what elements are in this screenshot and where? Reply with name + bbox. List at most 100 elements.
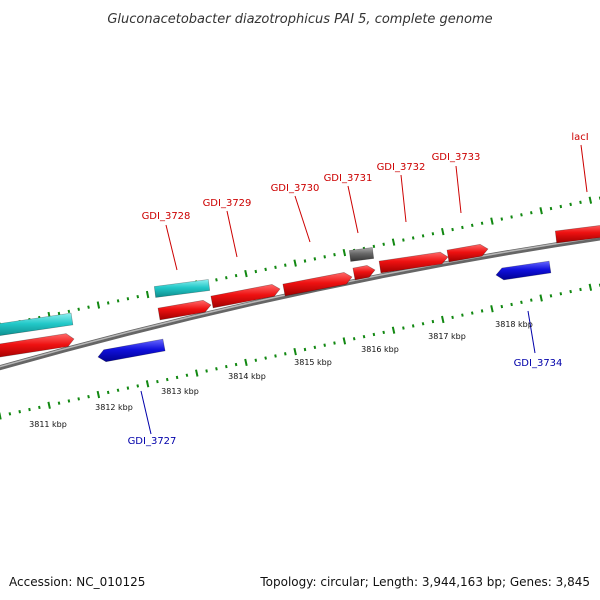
minor-tick	[57, 311, 61, 316]
major-tick	[244, 269, 248, 278]
minor-tick	[303, 259, 307, 263]
minor-tick	[156, 379, 159, 384]
minor-tick	[431, 232, 435, 236]
forward-cds-gene	[554, 225, 600, 244]
minor-tick	[480, 221, 484, 225]
minor-tick	[402, 326, 405, 330]
minor-tick	[431, 319, 435, 324]
minor-tick	[57, 401, 61, 405]
major-tick	[539, 294, 543, 302]
minor-tick	[28, 407, 31, 412]
reverse-cds-gene	[495, 260, 552, 281]
gene-label: GDI_3732	[377, 162, 426, 173]
kbp-label: 3817 kbp	[428, 332, 466, 341]
accession-text: Accession: NC_010125	[9, 575, 145, 589]
major-tick	[490, 217, 494, 225]
minor-tick	[549, 294, 553, 298]
minor-tick	[87, 305, 90, 309]
genome-backbone	[0, 235, 600, 371]
major-tick	[490, 305, 494, 313]
minor-tick	[411, 236, 415, 240]
kbp-label: 3815 kbp	[294, 358, 332, 367]
minor-tick	[234, 273, 238, 278]
minor-tick	[500, 304, 504, 309]
major-tick	[588, 283, 593, 291]
minor-tick	[67, 309, 71, 314]
minor-tick	[185, 373, 189, 377]
minor-tick	[470, 223, 474, 228]
forward-cds-gene	[352, 265, 376, 281]
kbp-label: 3811 kbp	[29, 420, 67, 429]
reverse-cds-gene	[97, 338, 166, 363]
minor-tick	[470, 311, 474, 315]
minor-tick	[382, 242, 385, 246]
minor-tick	[38, 405, 41, 410]
gene-label: GDI_3734	[514, 358, 563, 369]
major-tick	[47, 401, 51, 409]
kbp-labels: 3811 kbp 3812 kbp 3813 kbp 3814 kbp 3815…	[29, 320, 533, 429]
major-tick	[293, 347, 297, 356]
minor-tick	[136, 294, 140, 299]
minor-tick	[18, 410, 21, 414]
minor-tick	[264, 267, 267, 272]
kbp-label: 3818 kbp	[495, 320, 533, 329]
minor-tick	[284, 263, 287, 267]
minor-tick	[284, 352, 287, 356]
rna-feature	[153, 279, 211, 298]
forward-cds-gene	[157, 299, 212, 321]
minor-tick	[421, 234, 425, 238]
minor-tick	[274, 354, 277, 358]
gene-label: GDI_3728	[142, 211, 191, 222]
minor-tick	[323, 343, 326, 347]
major-tick	[441, 315, 445, 324]
forward-cds-gene	[210, 284, 281, 309]
minor-tick	[303, 347, 307, 352]
kbp-label: 3812 kbp	[95, 403, 133, 412]
kbp-label: 3814 kbp	[228, 372, 266, 381]
major-tick	[342, 248, 347, 257]
gene-features	[0, 225, 600, 363]
gene-label: lacI	[571, 132, 588, 143]
minor-tick	[372, 244, 376, 249]
major-tick	[145, 380, 150, 388]
minor-tick	[234, 362, 238, 367]
label-leader-lines	[140, 144, 588, 435]
minor-tick	[116, 388, 120, 392]
minor-tick	[313, 345, 317, 350]
lower-tick-track	[0, 283, 600, 420]
minor-tick	[559, 292, 563, 296]
major-tick	[342, 337, 347, 345]
minor-tick	[451, 315, 454, 320]
minor-tick	[126, 386, 130, 390]
major-tick	[244, 358, 248, 367]
minor-tick	[411, 324, 415, 328]
minor-tick	[579, 200, 582, 204]
gene-label: GDI_3730	[271, 183, 320, 194]
minor-tick	[165, 377, 169, 382]
gene-label: GDI_3727	[128, 436, 177, 447]
kbp-label: 3813 kbp	[161, 387, 199, 396]
major-tick	[0, 412, 2, 420]
minor-tick	[520, 300, 523, 305]
gene-label: GDI_3733	[432, 152, 481, 163]
gene-label: GDI_3731	[324, 173, 373, 184]
minor-tick	[382, 330, 385, 335]
minor-tick	[569, 289, 572, 294]
minor-tick	[569, 202, 572, 207]
minor-tick	[106, 301, 110, 305]
minor-tick	[549, 206, 553, 211]
upper-tick-track	[0, 196, 600, 330]
minor-tick	[421, 322, 425, 326]
minor-tick	[451, 227, 454, 232]
minor-tick	[264, 356, 267, 360]
minor-tick	[126, 297, 130, 301]
minor-tick	[402, 238, 405, 242]
forward-cds-gene	[446, 243, 489, 263]
minor-tick	[8, 412, 12, 416]
minor-tick	[205, 369, 208, 373]
minor-tick	[461, 313, 464, 317]
minor-tick	[352, 337, 356, 341]
minor-tick	[559, 204, 563, 209]
minor-tick	[333, 253, 336, 257]
